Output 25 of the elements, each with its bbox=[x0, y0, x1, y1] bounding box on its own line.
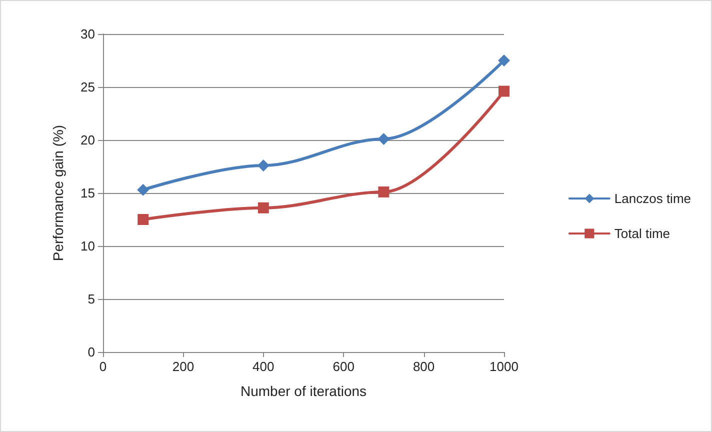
x-tick-label: 600 bbox=[332, 359, 354, 374]
y-tick-label: 20 bbox=[80, 132, 95, 148]
y-tick-label: 10 bbox=[80, 238, 95, 254]
point bbox=[498, 54, 510, 66]
x-tick-label: 800 bbox=[412, 359, 435, 374]
point bbox=[137, 184, 150, 196]
x-axis-title: Number of iterations bbox=[240, 383, 367, 399]
x-tick-label: 200 bbox=[172, 359, 194, 374]
y-tick-label: 25 bbox=[80, 80, 95, 94]
x-tick-label: 400 bbox=[252, 359, 274, 374]
y-tick-label: 30 bbox=[80, 26, 95, 42]
x-tick-label: 1000 bbox=[490, 359, 518, 374]
legend-label: Lanczos time bbox=[614, 191, 692, 206]
x-tick-label: 0 bbox=[99, 359, 107, 374]
y-tick-label: 15 bbox=[80, 186, 95, 200]
legend-label: Total time bbox=[614, 226, 670, 241]
point bbox=[258, 202, 269, 214]
y-axis-title: Performance gain (%) bbox=[50, 124, 66, 262]
point bbox=[257, 159, 270, 172]
point bbox=[378, 186, 390, 198]
point bbox=[138, 214, 149, 225]
y-tick-label: 0 bbox=[88, 344, 95, 360]
point bbox=[378, 132, 390, 145]
point bbox=[498, 86, 510, 97]
y-tick-label: 5 bbox=[88, 292, 95, 306]
